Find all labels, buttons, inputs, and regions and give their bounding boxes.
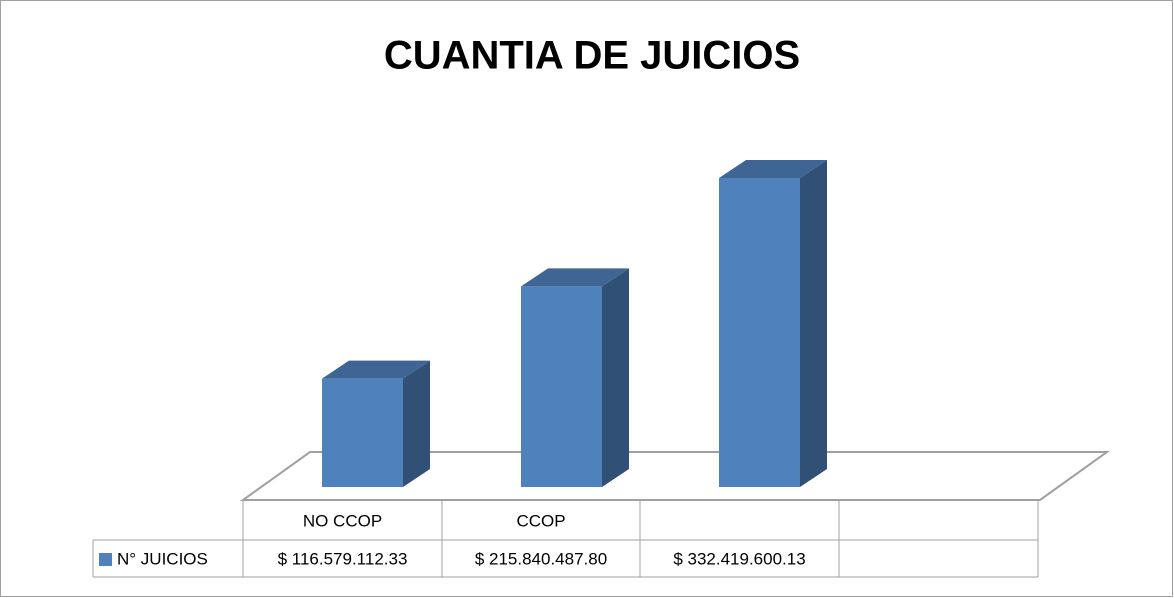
value-label: $ 116.579.112.33	[278, 549, 408, 568]
chart-title: CUANTIA DE JUICIOS	[384, 34, 800, 78]
bar	[521, 286, 602, 487]
bar	[719, 178, 800, 487]
bar-top	[719, 160, 827, 178]
bar-side	[403, 360, 430, 487]
legend-swatch	[99, 553, 112, 566]
category-label: CCOP	[516, 511, 565, 530]
bar-side	[602, 268, 629, 487]
bar	[322, 378, 403, 487]
value-label: $ 332.419.600.13	[673, 549, 805, 568]
bar-top	[322, 360, 430, 379]
value-label: $ 215.840.487.80	[475, 549, 607, 568]
legend-label: N° JUICIOS	[117, 549, 208, 568]
floor	[239, 451, 1111, 501]
bar-side	[800, 160, 827, 487]
bar-top	[521, 268, 629, 287]
category-label: NO CCOP	[303, 511, 382, 530]
